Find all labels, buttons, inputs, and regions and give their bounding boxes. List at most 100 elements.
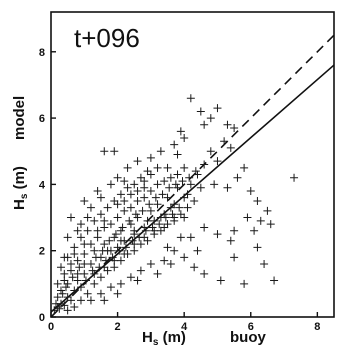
x-axis-title: Hs (m) [142, 329, 186, 348]
x-tick-label: 6 [248, 321, 254, 333]
data-point [230, 226, 239, 235]
data-point [176, 233, 185, 242]
x-tick-label: 8 [314, 321, 320, 333]
data-point [110, 256, 119, 265]
data-point [83, 289, 92, 298]
data-point [173, 150, 182, 159]
data-point [220, 137, 229, 146]
data-point [173, 183, 182, 192]
y-tick-label: 2 [39, 246, 45, 258]
data-point [90, 269, 99, 278]
data-point [161, 213, 170, 222]
data-point [130, 180, 139, 189]
y-axis-symbol: H [11, 199, 28, 210]
data-point [190, 196, 199, 205]
data-point [200, 160, 209, 169]
data-point [183, 203, 192, 212]
data-point [116, 236, 125, 245]
data-point [176, 127, 185, 136]
data-point [223, 120, 232, 129]
data-point [80, 259, 89, 268]
data-point [111, 230, 120, 239]
data-point [96, 289, 105, 298]
data-point [113, 213, 122, 222]
data-point [140, 193, 149, 202]
data-point [170, 216, 179, 225]
data-point [146, 206, 155, 215]
data-point [53, 279, 62, 288]
data-point [86, 296, 95, 305]
data-point [165, 183, 174, 192]
data-point [136, 266, 145, 275]
data-point [96, 273, 105, 282]
data-point [206, 114, 215, 123]
data-point [126, 220, 135, 229]
data-point [60, 253, 69, 262]
data-point [123, 163, 132, 172]
data-point [146, 259, 155, 268]
data-point [250, 226, 259, 235]
data-point [76, 220, 85, 229]
data-point [143, 216, 152, 225]
data-point [200, 120, 209, 129]
y-axis-subscript: s [19, 193, 30, 199]
data-point [106, 220, 115, 229]
data-point [223, 183, 232, 192]
x-tick-label: 4 [181, 321, 188, 333]
data-point [163, 220, 172, 229]
data-point [180, 193, 189, 202]
x-axis-unit: (m) [158, 329, 186, 346]
data-point [93, 226, 102, 235]
data-point [145, 200, 154, 209]
data-point [158, 190, 167, 199]
data-point [216, 276, 225, 285]
data-point [73, 256, 82, 265]
data-point [148, 223, 157, 232]
data-point [100, 147, 109, 156]
data-point [120, 206, 129, 215]
data-point [146, 187, 155, 196]
data-point [196, 183, 205, 192]
data-point [63, 279, 72, 288]
x-axis-tag: buoy [230, 329, 266, 346]
data-point [186, 233, 195, 242]
data-point [60, 269, 69, 278]
data-point [56, 263, 65, 272]
data-point [80, 240, 89, 249]
data-point [73, 226, 82, 235]
data-point [60, 301, 69, 310]
data-point [96, 193, 105, 202]
data-point [106, 180, 115, 189]
data-point [100, 263, 109, 272]
data-point [213, 230, 222, 239]
regression-line-solid [50, 64, 335, 313]
data-point [76, 283, 85, 292]
data-point [70, 250, 79, 259]
data-point [93, 187, 102, 196]
data-point [98, 246, 107, 255]
data-point [163, 163, 172, 172]
plot-frame [50, 11, 335, 318]
data-point [83, 226, 92, 235]
data-point [133, 187, 142, 196]
data-point [190, 263, 199, 272]
data-point [113, 173, 122, 182]
data-point [206, 147, 215, 156]
data-point [170, 246, 179, 255]
data-point [146, 153, 155, 162]
data-point [63, 293, 72, 302]
data-point [100, 216, 109, 225]
data-point [168, 210, 177, 219]
data-point [140, 223, 149, 232]
data-point [100, 240, 109, 249]
data-point [56, 286, 65, 295]
data-point [170, 200, 179, 209]
data-point [140, 233, 149, 242]
data-point [166, 203, 175, 212]
data-point [253, 196, 262, 205]
data-point [86, 203, 95, 212]
data-point [50, 306, 59, 315]
x-axis-symbol: H [142, 329, 153, 346]
data-point [91, 253, 100, 262]
data-point [70, 286, 79, 295]
